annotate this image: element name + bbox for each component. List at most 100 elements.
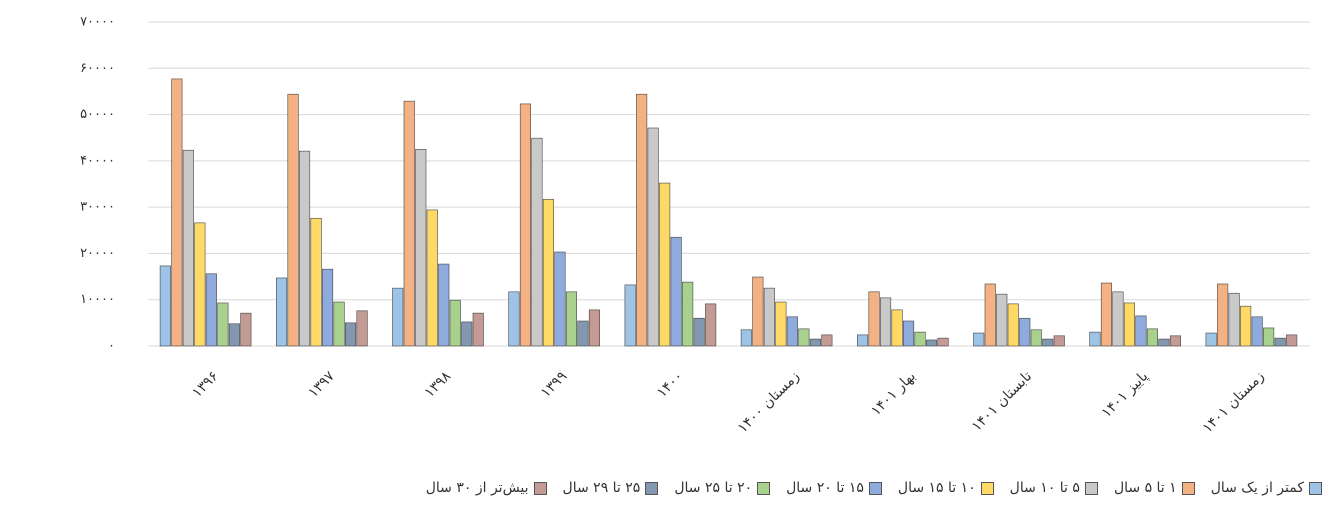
x-tick-label: ۱۴۰۰ xyxy=(654,368,687,401)
bar xyxy=(1263,327,1275,347)
legend-item: ۱ تا ۵ سال xyxy=(1114,480,1195,496)
bar xyxy=(984,283,996,347)
bar xyxy=(403,100,415,347)
bar xyxy=(786,316,798,347)
y-tick-label: ۱۰۰۰۰ xyxy=(80,292,115,307)
legend-label: ۵ تا ۱۰ سال xyxy=(1009,480,1080,496)
bar xyxy=(565,291,578,347)
legend-item: ۵ تا ۱۰ سال xyxy=(1010,480,1098,496)
bar xyxy=(298,150,311,347)
legend-label: ۲۰ تا ۲۵ سال xyxy=(674,480,753,496)
legend-swatch xyxy=(980,481,994,495)
bar xyxy=(205,273,217,347)
bar xyxy=(1053,335,1065,347)
bar xyxy=(344,322,357,347)
legend-swatch xyxy=(645,481,659,495)
legend-item: ۲۰ تا ۲۵ سال xyxy=(674,480,771,496)
bar xyxy=(925,339,938,347)
bar xyxy=(228,323,240,347)
bar xyxy=(1042,338,1054,347)
legend-label: کمتر از یک سال xyxy=(1210,480,1304,496)
bar xyxy=(902,320,915,347)
bar xyxy=(1251,316,1263,347)
bar xyxy=(321,268,334,347)
y-tick-label: ۵۰۰۰۰ xyxy=(80,107,115,122)
bar xyxy=(775,301,787,347)
x-tick-label: بهار ۱۴۰۱ xyxy=(868,368,919,419)
bar xyxy=(856,334,869,347)
bar xyxy=(1112,291,1124,347)
bar xyxy=(310,217,322,347)
bar xyxy=(682,281,694,347)
bar xyxy=(519,103,532,347)
bar xyxy=(356,310,368,347)
bar xyxy=(194,222,206,347)
bar xyxy=(914,331,926,347)
bar xyxy=(333,301,345,347)
bar xyxy=(809,338,821,347)
bar xyxy=(240,312,252,347)
bar xyxy=(659,182,671,347)
legend-item: ۱۰ تا ۱۵ سال xyxy=(898,480,994,496)
bar xyxy=(217,302,229,347)
bar xyxy=(415,148,427,347)
bar xyxy=(1286,334,1298,347)
bar xyxy=(1228,292,1240,347)
bar xyxy=(426,209,438,347)
bar xyxy=(879,297,892,347)
legend-swatch xyxy=(868,481,882,495)
x-tick-label: پاییز ۱۴۰۱ xyxy=(1099,368,1152,421)
bar xyxy=(1123,302,1135,347)
bar xyxy=(1240,305,1252,347)
bar xyxy=(1019,317,1031,347)
x-tick-label: زمستان ۱۴۰۱ xyxy=(1200,368,1268,436)
bar xyxy=(159,265,171,347)
y-tick-label: ۴۰۰۰۰ xyxy=(80,153,115,168)
bar xyxy=(1158,338,1170,347)
bar xyxy=(763,287,775,347)
legend: کمتر از یک سال ۱ تا ۵ سال ۵ تا ۱۰ سال ۱۰ تا… xyxy=(0,480,1322,496)
legend-item: ۲۵ تا ۲۹ سال xyxy=(563,480,659,496)
y-tick-label: ۲۰۰۰۰ xyxy=(80,246,115,261)
bar xyxy=(1217,283,1229,347)
bar xyxy=(182,149,194,347)
bar xyxy=(588,309,601,347)
x-tick-label: ۱۳۹۹ xyxy=(538,368,571,401)
bar xyxy=(636,93,648,347)
bar xyxy=(472,312,484,347)
bar xyxy=(973,332,985,347)
bar xyxy=(891,309,903,347)
bar xyxy=(798,328,810,347)
bar xyxy=(693,317,705,347)
bar xyxy=(1274,337,1286,347)
bar xyxy=(1135,315,1147,347)
legend-label: ۱ تا ۵ سال xyxy=(1113,480,1177,496)
legend-swatch xyxy=(1309,481,1322,495)
bar xyxy=(868,291,880,347)
bar xyxy=(461,321,473,347)
x-tick-label: زمستان ۱۴۰۰ xyxy=(735,368,803,436)
y-tick-label: ۶۰۰۰۰ xyxy=(80,61,115,76)
bar xyxy=(1169,335,1181,347)
bar xyxy=(624,284,636,347)
bar xyxy=(542,198,555,347)
legend-swatch xyxy=(1084,481,1098,495)
bar xyxy=(531,137,543,347)
y-tick-label: ۳۰۰۰۰ xyxy=(80,200,115,215)
bar xyxy=(287,93,299,347)
bar xyxy=(821,334,833,347)
x-tick-label: ۱۳۹۶ xyxy=(189,368,222,401)
bar xyxy=(171,78,183,347)
bar xyxy=(752,276,764,347)
bar xyxy=(1089,331,1101,347)
legend-item: کمتر از یک سال xyxy=(1211,480,1322,496)
bar xyxy=(937,337,949,347)
legend-item: بیش‌تر از ۳۰ سال xyxy=(426,480,547,496)
legend-label: ۱۵ تا ۲۰ سال xyxy=(786,480,864,496)
x-tick-label: تابستان ۱۴۰۱ xyxy=(969,368,1035,434)
bar xyxy=(996,293,1008,347)
bar xyxy=(1205,332,1217,347)
bar xyxy=(554,251,566,347)
y-tick-label: ۷۰۰۰۰ xyxy=(80,15,115,30)
